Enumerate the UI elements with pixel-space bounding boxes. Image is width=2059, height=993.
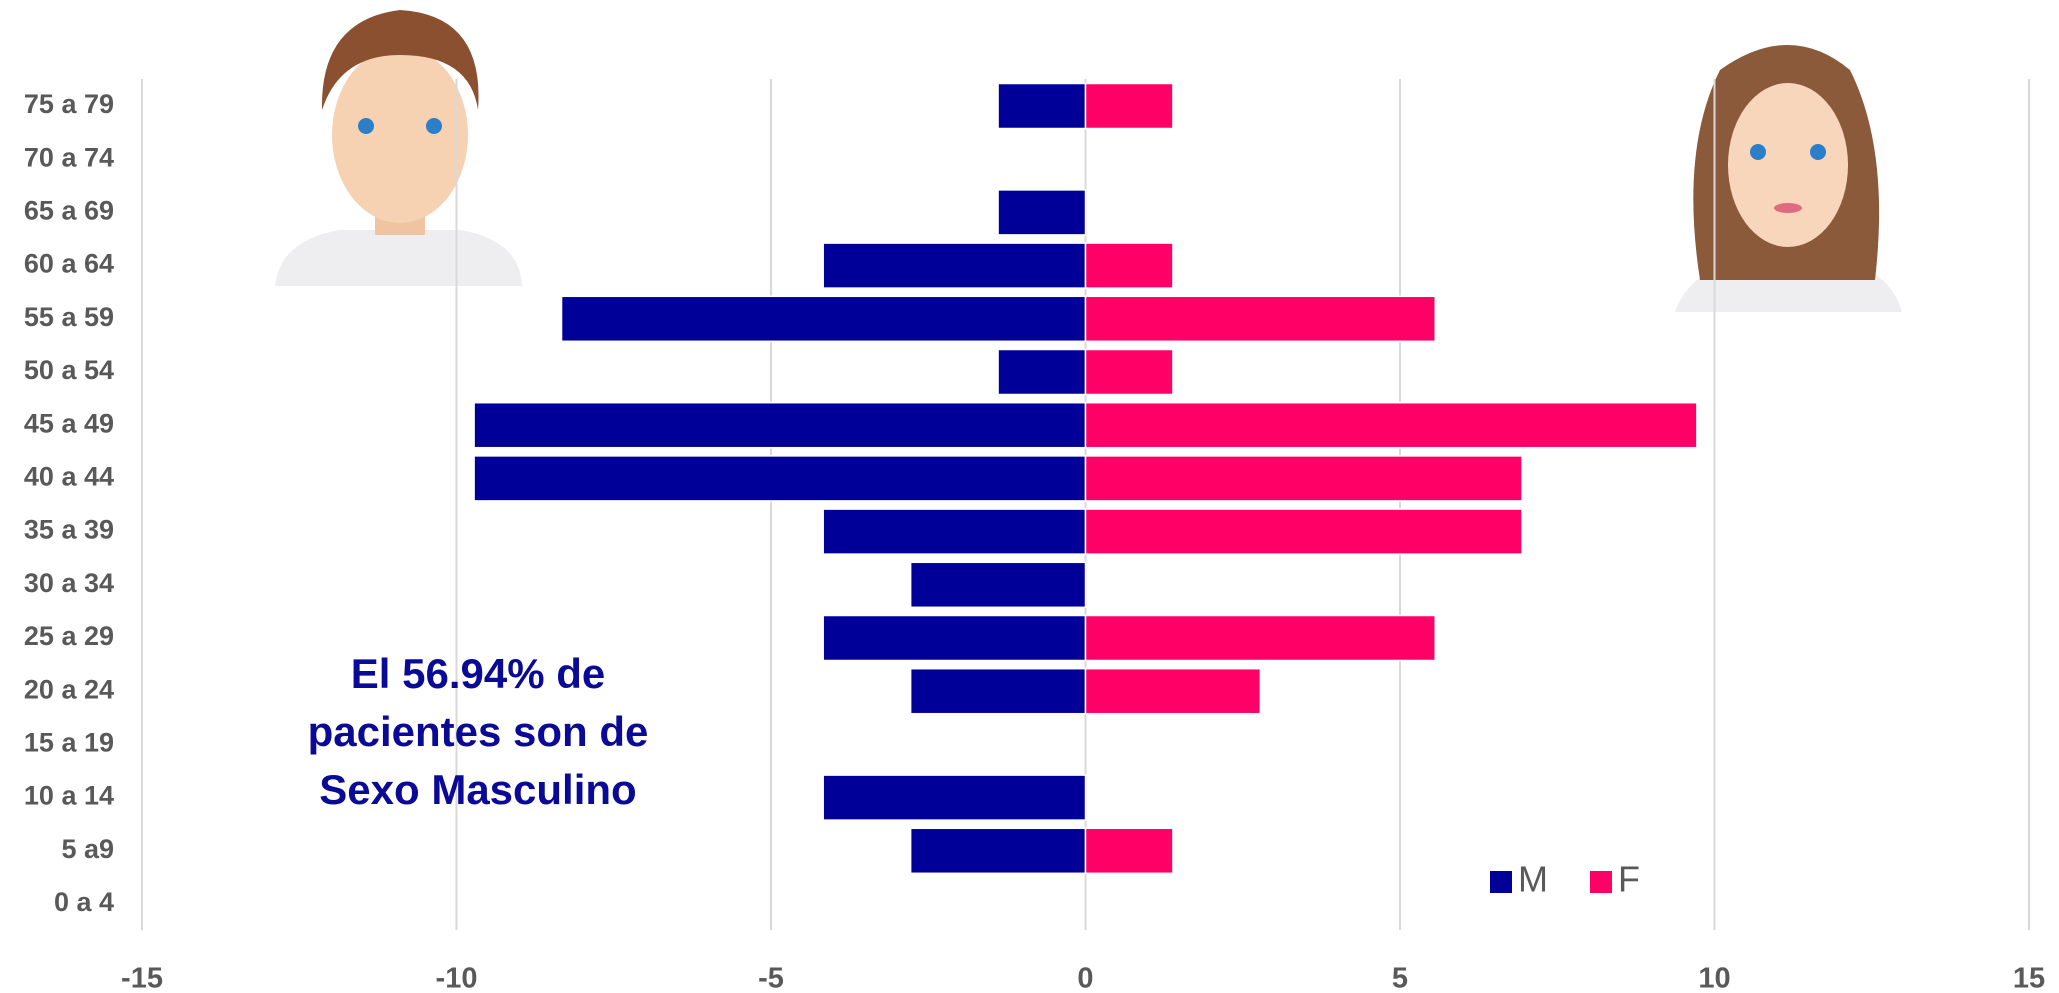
bar: [997, 189, 1087, 236]
y-tick-label: 75 a 79: [24, 89, 114, 119]
x-tick-label: 0: [1077, 963, 1093, 993]
bar: [1084, 401, 1698, 449]
bar: [997, 348, 1087, 396]
y-tick-label: 65 a 69: [24, 196, 114, 226]
legend-swatch: [1590, 871, 1612, 893]
y-tick-label: 30 a 34: [24, 568, 114, 598]
bar: [909, 827, 1087, 875]
bar: [1084, 295, 1436, 343]
bar: [822, 614, 1087, 662]
bar: [473, 401, 1087, 449]
bar: [822, 774, 1087, 821]
x-tick-label: -5: [758, 963, 784, 993]
y-tick-label: 35 a 39: [24, 515, 114, 545]
legend-swatch: [1490, 871, 1512, 893]
x-tick-label: -15: [121, 963, 163, 993]
bar: [1084, 827, 1174, 875]
y-tick-label: 55 a 59: [24, 302, 114, 332]
x-tick-label: 15: [2013, 963, 2045, 993]
y-tick-label: 25 a 29: [24, 621, 114, 651]
bar: [1084, 82, 1174, 130]
x-tick-label: -10: [436, 963, 478, 993]
male-illustration: [275, 10, 522, 286]
bar: [909, 667, 1087, 715]
bar: [1084, 667, 1262, 715]
bar: [909, 561, 1087, 609]
bar: [822, 508, 1087, 555]
y-tick-label: 0 a 4: [54, 887, 114, 917]
y-tick-label: 20 a 24: [24, 674, 114, 704]
x-tick-label: 10: [1698, 963, 1730, 993]
bar: [997, 82, 1087, 130]
y-tick-label: 15 a 19: [24, 728, 114, 758]
female-illustration: [1675, 45, 1902, 312]
legend-label: M: [1518, 859, 1548, 900]
y-tick-label: 50 a 54: [24, 355, 114, 385]
bar: [822, 242, 1087, 289]
legend-label: F: [1618, 859, 1640, 900]
annotation: pacientes son de: [308, 708, 649, 755]
y-tick-label: 10 a 14: [24, 781, 114, 811]
y-tick-label: 5 a9: [61, 834, 114, 864]
y-tick-label: 40 a 44: [24, 462, 114, 492]
annotation: Sexo Masculino: [319, 766, 636, 813]
bar: [1084, 242, 1174, 289]
bar: [1084, 348, 1174, 396]
annotation: El 56.94% de: [351, 650, 605, 697]
bar: [473, 455, 1087, 502]
y-tick-label: 70 a 74: [24, 142, 114, 172]
bar: [1084, 614, 1436, 662]
bar: [1084, 455, 1523, 502]
y-tick-label: 45 a 49: [24, 408, 114, 438]
x-tick-label: 5: [1392, 963, 1408, 993]
bar: [1084, 508, 1523, 555]
bar: [560, 295, 1087, 343]
y-tick-label: 60 a 64: [24, 249, 114, 279]
